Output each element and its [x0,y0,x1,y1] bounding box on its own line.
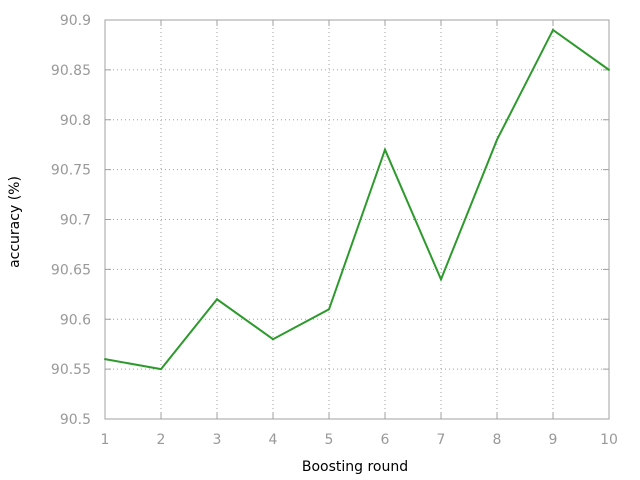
grid [105,20,609,419]
x-tick-label: 9 [549,432,558,448]
data-point [272,338,274,341]
data-point [496,138,498,141]
x-tick-label: 7 [437,432,446,448]
data-point [328,308,330,311]
x-axis-title: Boosting round [302,459,408,475]
y-axis-title: accuracy (%) [7,176,23,268]
y-tick-label: 90.8 [60,113,91,129]
x-tick-label: 5 [325,432,334,448]
x-tick-label: 6 [381,432,390,448]
y-tick-label: 90.55 [51,362,91,378]
series [104,28,610,371]
data-point [608,68,610,71]
data-point [552,28,554,31]
data-point [216,298,218,301]
data-point [104,358,106,361]
x-tick-labels: 1 2 3 4 5 6 7 8 9 10 [101,432,618,448]
y-tick-label: 90.7 [60,213,91,229]
y-tick-label: 90.5 [60,412,91,428]
data-point [160,368,162,371]
series-line [104,28,610,371]
data-point [440,278,442,281]
x-tick-label: 10 [600,432,618,448]
y-tick-labels: 90.5 90.55 90.6 90.65 90.7 90.75 90.8 90.85 90.9 [51,13,91,428]
data-point [384,148,386,151]
ticks [104,19,610,420]
x-tick-label: 2 [157,432,166,448]
x-tick-label: 8 [493,432,502,448]
y-tick-label: 90.6 [60,312,91,328]
y-tick-label: 90.65 [51,262,91,278]
x-tick-label: 3 [213,432,222,448]
x-tick-label: 4 [269,432,278,448]
x-tick-label: 1 [101,432,110,448]
y-tick-label: 90.85 [51,63,91,79]
y-tick-label: 90.75 [51,163,91,179]
y-tick-label: 90.9 [60,13,91,29]
